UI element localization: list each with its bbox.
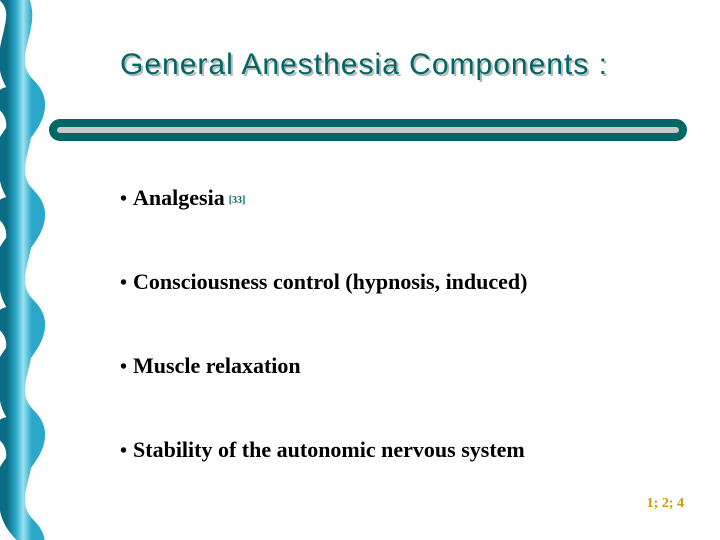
- bullet-text: Analgesia: [133, 185, 225, 211]
- list-item: • Muscle relaxation: [120, 353, 680, 379]
- list-item: • Consciousness control (hypnosis, induc…: [120, 269, 680, 295]
- bullet-text: Muscle relaxation: [133, 353, 301, 379]
- bullet-icon: •: [120, 273, 127, 293]
- wave-icon: [0, 0, 60, 540]
- slide: General Anesthesia Components : General …: [0, 0, 720, 540]
- list-item: • Stability of the autonomic nervous sys…: [120, 437, 680, 463]
- left-decoration: [0, 0, 60, 540]
- title-area: General Anesthesia Components : General …: [120, 48, 680, 82]
- list-item: • Analgesia [33]: [120, 185, 680, 211]
- underline-icon: [48, 118, 688, 142]
- bullet-icon: •: [120, 441, 127, 461]
- bullet-icon: •: [120, 189, 127, 209]
- title-underline: [48, 118, 688, 142]
- bullet-icon: •: [120, 357, 127, 377]
- footer-reference: 1; 2; 4: [647, 496, 684, 512]
- page-title: General Anesthesia Components :: [120, 48, 680, 82]
- bullet-list: • Analgesia [33] • Consciousness control…: [120, 185, 680, 521]
- bullet-text: Stability of the autonomic nervous syste…: [133, 437, 525, 463]
- bullet-text: Consciousness control (hypnosis, induced…: [133, 269, 527, 295]
- bullet-ref: [33]: [229, 195, 246, 206]
